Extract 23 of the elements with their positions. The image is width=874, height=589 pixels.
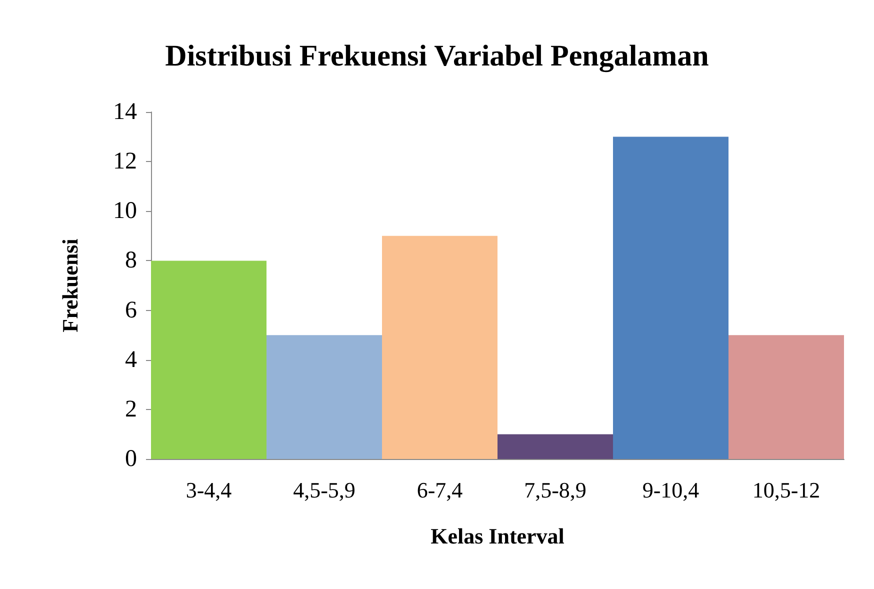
y-tick-label: 14 <box>113 99 137 125</box>
y-tick-label: 4 <box>125 346 137 373</box>
bar <box>498 434 613 459</box>
y-tick-label: 2 <box>125 396 137 422</box>
x-tick-label: 10,5-12 <box>752 478 820 502</box>
x-tick-label: 9-10,4 <box>642 478 700 502</box>
bar <box>728 335 844 459</box>
y-tick-label: 6 <box>125 297 137 324</box>
x-tick-label: 3-4,4 <box>186 478 232 502</box>
x-tick-label: 6-7,4 <box>416 478 463 502</box>
bar <box>266 335 382 459</box>
y-tick-label: 0 <box>125 446 137 472</box>
y-tick-label: 8 <box>125 248 137 274</box>
y-tick-label: 12 <box>113 148 137 175</box>
x-axis-title: Kelas Interval <box>430 524 564 548</box>
y-axis-title: Frekuensi <box>58 238 82 332</box>
x-tick-label: 7,5-8,9 <box>524 478 586 502</box>
bar <box>382 236 498 459</box>
chart-title: Distribusi Frekuensi Variabel Pengalaman <box>165 40 710 72</box>
y-tick-label: 10 <box>113 198 137 224</box>
x-tick-label: 4,5-5,9 <box>293 478 356 502</box>
bar <box>151 260 266 459</box>
bar <box>613 136 728 459</box>
